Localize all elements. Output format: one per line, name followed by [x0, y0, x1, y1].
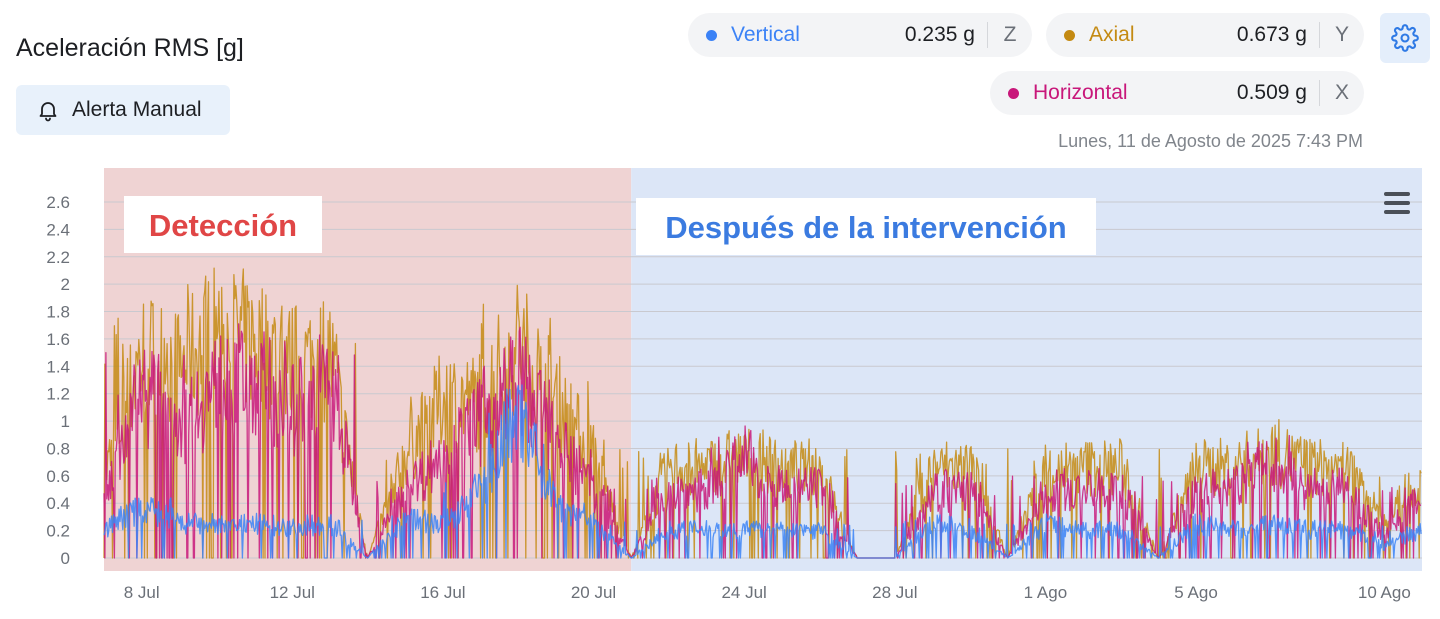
gear-icon: [1391, 24, 1419, 52]
region-label-box-0: [124, 196, 322, 253]
horizontal-axis: X: [1334, 81, 1349, 104]
x-tick-label-7: 5 Ago: [1174, 583, 1218, 602]
bell-icon: [39, 102, 57, 122]
x-tick-label-0: 8 Jul: [124, 583, 160, 602]
manual-alert-label: Alerta Manual: [72, 98, 202, 121]
region-label-1: Después de la intervención: [665, 210, 1066, 245]
y-tick-label-10: 2: [61, 275, 70, 294]
chart-title: Aceleración RMS [g]: [16, 34, 244, 62]
y-tick-label-11: 2.2: [46, 248, 70, 267]
axial-dot: [1064, 29, 1075, 41]
region-label-box-1: [636, 198, 1096, 255]
hamburger-menu-icon[interactable]: [1384, 192, 1410, 214]
y-tick-label-1: 0.2: [46, 522, 70, 541]
horizontal-name: Horizontal: [1033, 81, 1128, 104]
vertical-name: Vertical: [731, 23, 800, 46]
y-tick-label-6: 1.2: [46, 385, 70, 404]
horizontal-value: 0.509 g: [1236, 81, 1307, 104]
manual-alert-button[interactable]: Alerta Manual: [16, 85, 230, 135]
y-tick-label-12: 2.4: [46, 220, 70, 239]
x-tick-label-4: 24 Jul: [721, 583, 766, 602]
axial-value: 0.673 g: [1236, 23, 1307, 46]
x-tick-label-8: 10 Ago: [1358, 583, 1411, 602]
axial-name: Axial: [1089, 23, 1135, 46]
vertical-dot: [706, 29, 717, 41]
y-tick-label-0: 0: [61, 549, 70, 568]
y-tick-label-4: 0.8: [46, 439, 70, 458]
vertical-axis: Z: [1003, 23, 1017, 46]
timestamp: Lunes, 11 de Agosto de 2025 7:43 PM: [1058, 131, 1363, 151]
y-tick-label-2: 0.4: [46, 494, 70, 513]
y-tick-label-5: 1: [61, 412, 70, 431]
series-line-vertical: [103, 384, 1422, 559]
x-tick-label-3: 20 Jul: [571, 583, 616, 602]
vertical-value: 0.235 g: [904, 23, 975, 46]
y-tick-label-8: 1.6: [46, 330, 70, 349]
y-tick-label-7: 1.4: [46, 357, 70, 376]
acceleration-chart: 0 0.2 0.4 0.6 0.8 1 1.2 1.4 1.6 1.8 2 2.2 2.4 2.6 8 Ju…: [46, 168, 1422, 602]
y-tick-label-3: 0.6: [46, 467, 70, 486]
channel-vertical[interactable]: Vertical 0.235 g Z: [688, 13, 1032, 57]
horizontal-dot: [1008, 87, 1019, 99]
y-tick-label-9: 1.8: [46, 303, 70, 322]
channel-axial[interactable]: Axial 0.673 g Y: [1046, 13, 1364, 57]
x-tick-label-2: 16 Jul: [420, 583, 465, 602]
vertical-separator: [987, 22, 988, 48]
settings-button[interactable]: [1380, 13, 1430, 63]
horizontal-separator: [1319, 80, 1320, 106]
x-tick-label-5: 28 Jul: [872, 583, 917, 602]
x-tick-label-1: 12 Jul: [270, 583, 315, 602]
x-tick-label-6: 1 Ago: [1024, 583, 1068, 602]
channel-horizontal[interactable]: Horizontal 0.509 g X: [990, 71, 1364, 115]
region-label-0: Detección: [149, 208, 297, 243]
axial-separator: [1319, 22, 1320, 48]
axial-axis: Y: [1334, 23, 1349, 46]
series-line-horizontal: [103, 323, 1422, 559]
y-tick-label-13: 2.6: [46, 193, 70, 212]
